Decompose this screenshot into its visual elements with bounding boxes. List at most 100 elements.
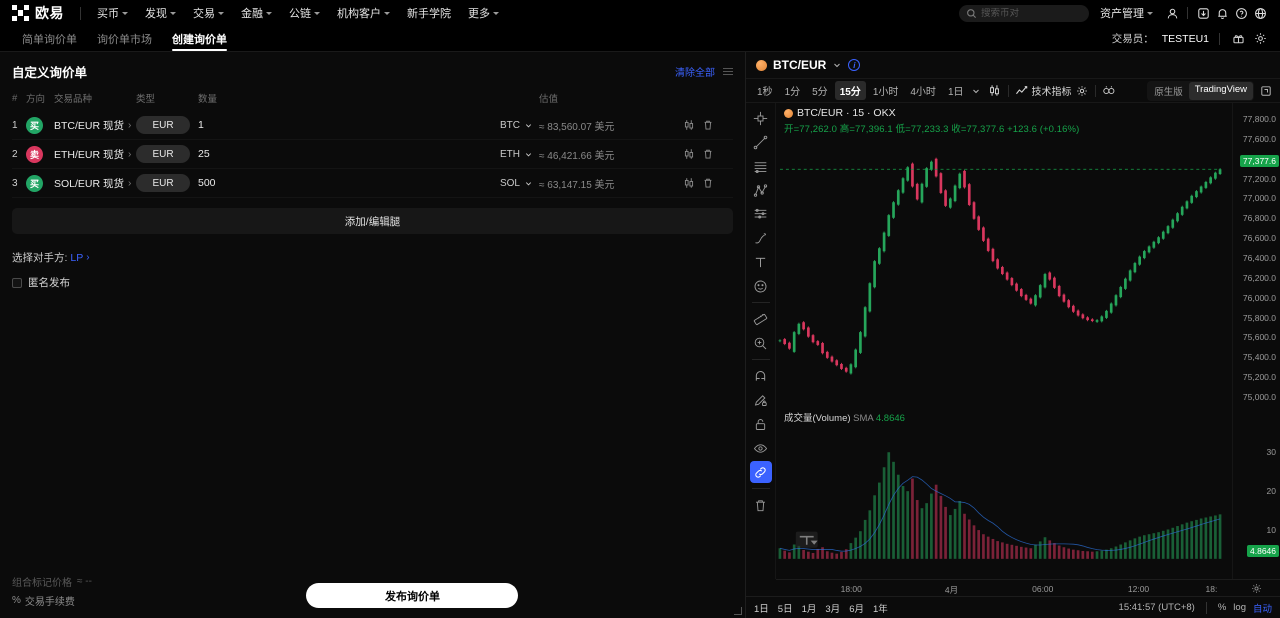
zoom-icon[interactable] [750,332,772,354]
nav-item-discover[interactable]: 发现 [137,2,184,24]
publish-rfq-button[interactable]: 发布询价单 [306,583,519,608]
log-scale-button[interactable]: log [1233,602,1246,613]
unit-selector[interactable]: SOL [500,178,539,189]
emoji-icon[interactable] [750,275,772,297]
counterparty-value[interactable]: LP [70,251,84,264]
gift-icon[interactable] [1230,31,1246,47]
candlestick-icon[interactable] [681,146,697,162]
chart-canvas[interactable]: BTC/EUR · 15 · OKX 开=77,262.0 高=77,396.1… [776,103,1232,579]
chevron-right-icon[interactable]: › [86,252,90,263]
chevron-down-icon[interactable] [832,60,842,70]
nav-item-buy-crypto[interactable]: 买币 [89,2,136,24]
timeframe-1d[interactable]: 1日 [947,87,964,98]
nav-item-chain[interactable]: 公链 [281,2,328,24]
symbol-selector[interactable]: BTC/EUR 现货 › [54,118,136,133]
add-edit-leg-button[interactable]: 添加/编辑腿 [12,208,733,234]
nav-item-finance[interactable]: 金融 [233,2,280,24]
direction-toggle[interactable]: 买 [26,174,43,192]
resize-handle[interactable] [734,607,742,615]
view-tradingview-button[interactable]: TradingView [1188,81,1253,100]
tab-create-rfq[interactable]: 创建询价单 [162,26,237,51]
clear-all-button[interactable]: 清除全部 [675,68,715,79]
range-1d[interactable]: 1日 [754,603,769,615]
auto-scale-button[interactable]: 自动 [1252,603,1272,615]
fullscreen-icon[interactable] [1258,83,1274,99]
nav-item-academy[interactable]: 新手学院 [399,2,459,24]
settings-icon[interactable] [1252,31,1268,47]
percent-scale-button[interactable]: % [1217,602,1227,613]
time-axis-settings[interactable] [1232,579,1280,596]
delete-icon[interactable] [700,146,716,162]
magnet-icon[interactable] [750,365,772,387]
anonymous-publish-row[interactable]: 匿名发布 [0,265,745,290]
direction-toggle[interactable]: 买 [26,116,43,134]
indicators-icon[interactable] [1014,83,1030,99]
user-icon[interactable] [1164,5,1180,21]
type-pill[interactable]: EUR [136,145,190,163]
symbol-selector[interactable]: SOL/EUR 现货 › [54,176,136,191]
quantity-input[interactable]: 500 [198,177,216,189]
range-1mo[interactable]: 1月 [801,603,817,615]
chart-pair-name[interactable]: BTC/EUR [773,58,827,72]
trash-icon[interactable] [750,494,772,516]
search-box[interactable] [959,4,1089,22]
price-axis[interactable]: 77,800.077,600.077,400.077,200.077,000.0… [1232,103,1280,579]
link-icon[interactable] [749,461,772,483]
anonymous-checkbox[interactable] [12,277,22,288]
pencil-lock-icon[interactable] [750,389,772,411]
nav-item-trade[interactable]: 交易 [185,2,232,24]
gear-icon[interactable] [1074,83,1090,99]
type-pill[interactable]: EUR [136,116,190,134]
candlestick-icon[interactable] [681,117,697,133]
crosshair-icon[interactable] [750,107,772,129]
timeframe-4h[interactable]: 4小时 [910,87,936,98]
bell-icon[interactable] [1214,5,1230,21]
timeframe-1s[interactable]: 1秒 [757,87,773,98]
delete-icon[interactable] [700,117,716,133]
timeframe-5m[interactable]: 5分 [812,87,828,98]
quantity-input[interactable]: 25 [198,148,210,160]
eye-icon[interactable] [750,437,772,459]
lock-icon[interactable] [750,413,772,435]
quantity-input[interactable]: 1 [198,119,204,131]
horizontal-lines-icon[interactable] [750,155,772,177]
chevron-down-icon[interactable] [971,86,981,96]
range-6mo[interactable]: 6月 [849,603,864,615]
view-native-button[interactable]: 原生版 [1154,86,1183,98]
nav-item-more[interactable]: 更多 [460,2,507,24]
candlestick-icon[interactable] [987,83,1003,99]
unit-selector[interactable]: ETH [500,149,539,160]
timeframe-1h[interactable]: 1小时 [872,87,899,98]
nav-item-institutional[interactable]: 机构客户 [329,2,398,24]
drag-handle-icon[interactable] [723,68,733,75]
unit-selector[interactable]: BTC [500,120,539,131]
compare-icon[interactable] [1101,83,1117,99]
text-icon[interactable] [750,251,772,273]
candlestick-icon[interactable] [681,175,697,191]
direction-toggle[interactable]: 卖 [26,145,43,163]
symbol-selector[interactable]: ETH/EUR 现货 › [54,147,136,162]
range-5d[interactable]: 5日 [777,603,793,615]
pitchfork-icon[interactable] [750,179,772,201]
timeframe-1m[interactable]: 1分 [784,87,801,98]
help-icon[interactable] [1233,5,1249,21]
indicators-label[interactable]: 技术指标 [1031,87,1072,98]
tab-simple-rfq[interactable]: 简单询价单 [12,26,87,51]
search-input[interactable] [981,7,1082,19]
info-icon[interactable]: i [848,59,861,71]
brush-icon[interactable] [750,227,772,249]
range-1y[interactable]: 1年 [872,603,888,615]
download-icon[interactable] [1195,5,1211,21]
fib-icon[interactable] [750,203,772,225]
tab-rfq-market[interactable]: 询价单市场 [87,26,162,51]
range-3mo[interactable]: 3月 [825,603,841,615]
delete-icon[interactable] [700,175,716,191]
timeframe-15m[interactable]: 15分 [834,81,866,100]
trendline-icon[interactable] [750,131,772,153]
globe-icon[interactable] [1252,5,1268,21]
time-axis[interactable]: 18:00 4月 06:00 12:00 18: [776,579,1232,596]
ruler-icon[interactable] [750,308,772,330]
type-pill[interactable]: EUR [136,174,190,192]
okx-logo[interactable]: 欧易 [12,3,64,23]
nav-item-asset-management[interactable]: 资产管理 [1092,2,1161,24]
